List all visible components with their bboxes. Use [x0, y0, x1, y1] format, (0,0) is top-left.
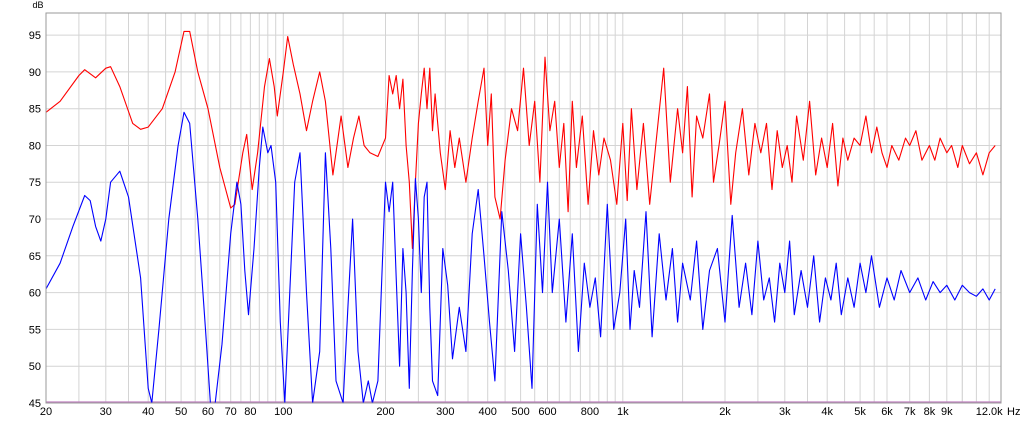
grid-lines [45, 13, 1002, 404]
x-tick-label: 100 [274, 406, 292, 418]
y-tick-label: 55 [29, 324, 41, 336]
x-tick-label: 600 [538, 406, 556, 418]
x-tick-label: 50 [175, 406, 187, 418]
y-tick-label: 65 [29, 251, 41, 263]
y-tick-label: 80 [29, 141, 41, 153]
y-tick-label: 45 [29, 398, 41, 410]
x-tick-label: 2k [719, 406, 731, 418]
x-tick-label: 4k [821, 406, 833, 418]
x-tick-label: 200 [376, 406, 394, 418]
series-line-red [45, 30, 996, 250]
x-tick-label: 400 [479, 406, 497, 418]
x-tick-label: 1k [617, 406, 629, 418]
x-tick-label: 3k [779, 406, 791, 418]
y-tick-label: 70 [29, 214, 41, 226]
plot-frame [45, 12, 1002, 404]
x-tick-label: 5k [854, 406, 866, 418]
y-tick-labels: 45 50 55 60 65 70 75 80 85 90 95 [29, 30, 41, 410]
x-tick-label: 20 [40, 406, 52, 418]
x-tick-label: 7k [904, 406, 916, 418]
series-lines [45, 30, 996, 404]
y-tick-label: 75 [29, 177, 41, 189]
series-line-blue [45, 111, 996, 404]
x-tick-labels: 20 30 40 50 60 70 80 100 200 300 400 500 600 800 1k 2k 3… [40, 406, 1003, 418]
x-tick-label: 500 [511, 406, 529, 418]
y-tick-label: 50 [29, 361, 41, 373]
y-tick-label: 90 [29, 67, 41, 79]
y-tick-label: 60 [29, 288, 41, 300]
x-axis-unit: Hz [1007, 406, 1020, 418]
x-tick-label: 80 [244, 406, 256, 418]
x-tick-label: 40 [142, 406, 154, 418]
x-tick-label: 300 [436, 406, 454, 418]
x-tick-label: 8k [924, 406, 936, 418]
y-tick-label: 95 [29, 30, 41, 42]
y-tick-label: 85 [29, 104, 41, 116]
x-tick-label: 12.0k [976, 406, 1003, 418]
x-tick-label: 60 [202, 406, 214, 418]
x-tick-label: 9k [941, 406, 953, 418]
y-axis-unit: dB [32, 0, 43, 10]
x-tick-label: 6k [881, 406, 893, 418]
x-tick-label: 30 [100, 406, 112, 418]
x-tick-label: 70 [225, 406, 237, 418]
x-tick-label: 800 [581, 406, 599, 418]
